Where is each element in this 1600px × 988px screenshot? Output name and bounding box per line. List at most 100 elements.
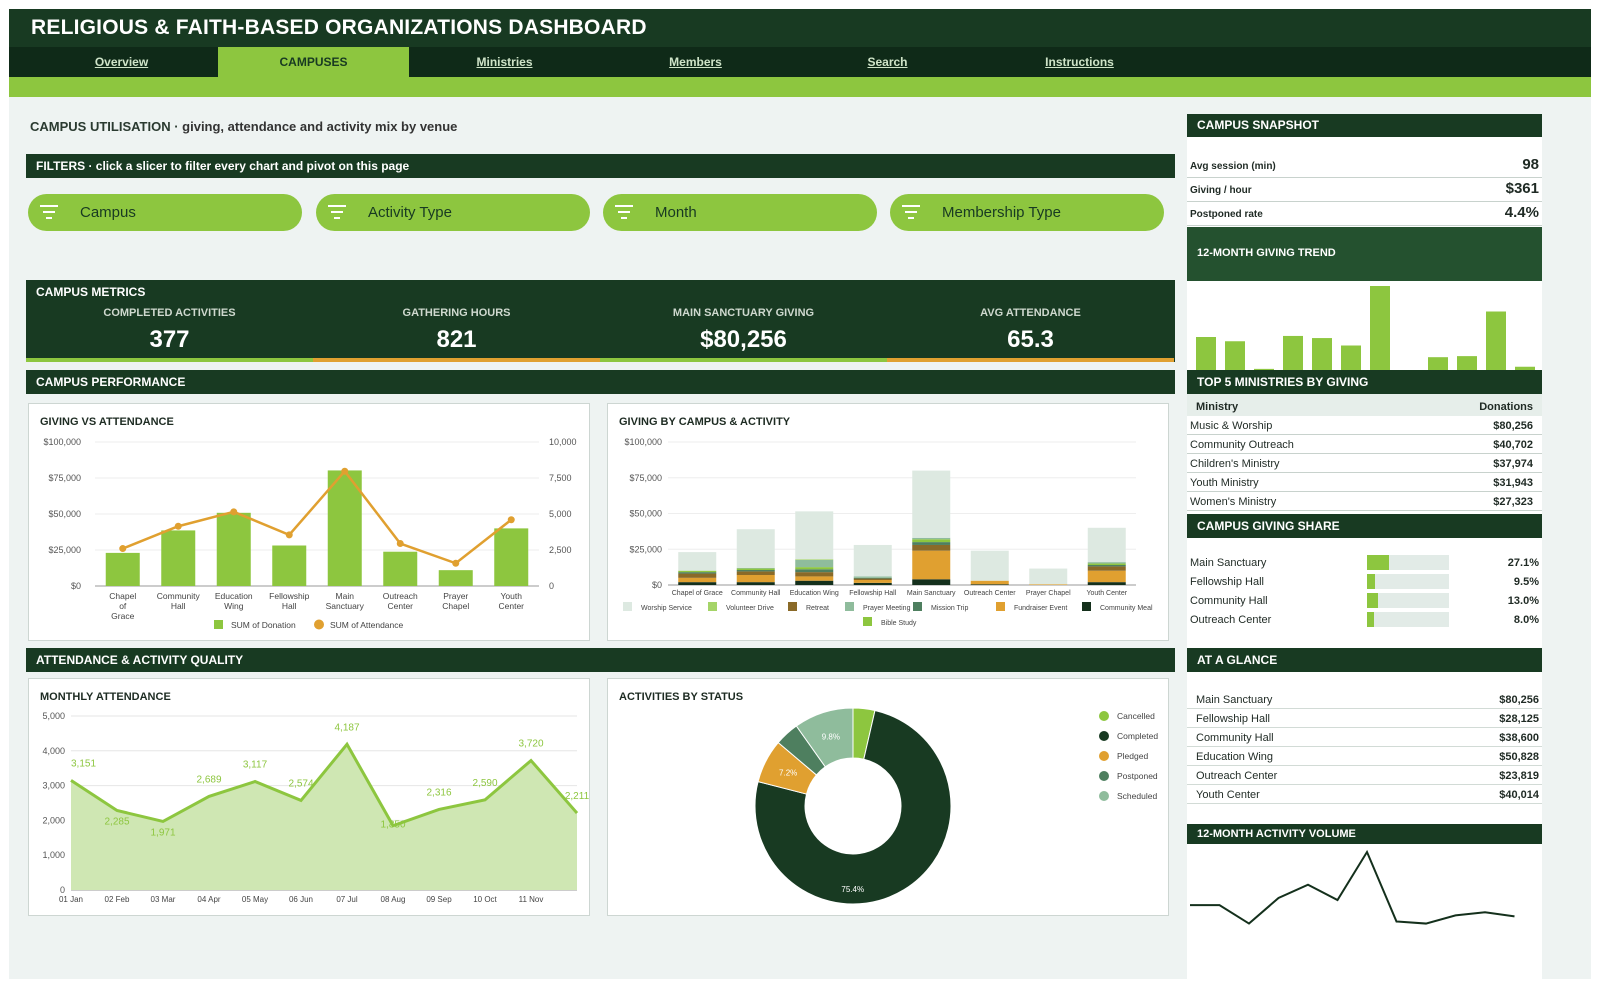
- snapshot-row-avg-session: Avg session (min) 98: [1187, 154, 1542, 178]
- kpi-underline: [887, 358, 1174, 362]
- data-label: 2,211: [565, 791, 589, 802]
- giving-trend-title: 12-MONTH GIVING TREND: [1187, 227, 1542, 281]
- stack-segment: [736, 582, 775, 585]
- x-tick-label: Prayer Chapel: [442, 591, 469, 611]
- volume-line: [1190, 849, 1515, 925]
- legend-label: SUM of Attendance: [330, 620, 404, 630]
- tab-search[interactable]: Search: [867, 55, 908, 69]
- giving-by-campus-svg: $0 $25,000 $50,000 $75,000 $100,000 Chapel of…: [623, 437, 1153, 627]
- kpi-avg-attendance: AVG ATTENDANCE 65.3: [887, 280, 1174, 362]
- legend-label: SUM of Donation: [231, 620, 296, 630]
- chart-title: ACTIVITIES BY STATUS: [619, 691, 744, 703]
- glance-campus: Main Sanctuary: [1196, 694, 1273, 706]
- legend-label: Community Meal: [1100, 605, 1153, 612]
- section-campus-performance: CAMPUS PERFORMANCE: [26, 370, 1175, 394]
- stack-segment: [795, 572, 834, 577]
- stack-segment: [795, 580, 834, 585]
- x-tick-label: Community Hall: [157, 591, 201, 611]
- kpi-value: $80,256: [700, 326, 787, 353]
- filters-hint: click a slicer to filter every chart and…: [95, 159, 410, 173]
- tab-ministries[interactable]: Ministries: [476, 55, 533, 69]
- top5-donation: $40,702: [1493, 439, 1533, 451]
- x-tick-label: Education Wing: [215, 591, 253, 611]
- x-tick-label: Chapel of Grace: [672, 590, 723, 597]
- top5-row: Music & Worship $80,256: [1187, 416, 1542, 435]
- top5-ministry: Youth Ministry: [1190, 477, 1259, 489]
- top5-donation: $27,323: [1493, 496, 1533, 508]
- giving-share-title: CAMPUS GIVING SHARE: [1187, 514, 1542, 538]
- legend-swatch: [314, 619, 324, 630]
- attendance-point: [341, 467, 349, 475]
- share-row: Fellowship Hall 9.5%: [1187, 573, 1542, 592]
- slicer-month[interactable]: Month: [603, 194, 877, 231]
- kpi-underline: [600, 358, 887, 362]
- top5-row: Youth Ministry $31,943: [1187, 473, 1542, 492]
- slicer-activity-type[interactable]: Activity Type: [316, 194, 590, 231]
- slicer-campus[interactable]: Campus: [28, 194, 302, 231]
- glance-row: Youth Center $40,014: [1187, 785, 1542, 804]
- top5-donation: $80,256: [1493, 420, 1533, 432]
- data-label: 3,720: [518, 739, 543, 750]
- legend-swatch: [863, 617, 872, 626]
- slicer-label: Campus: [80, 204, 136, 221]
- share-bar-fill: [1367, 555, 1390, 570]
- stack-segment: [1087, 582, 1126, 585]
- stack-segment: [853, 579, 892, 583]
- stack-segment: [1087, 527, 1126, 563]
- y-tick-label: 3,000: [42, 781, 65, 791]
- activity-volume-sparkline: [1190, 849, 1515, 925]
- tab-campuses[interactable]: CAMPUSES: [218, 47, 409, 81]
- stack-segment: [970, 580, 1009, 585]
- glance-campus: Community Hall: [1196, 732, 1274, 744]
- y2-tick-label: 5,000: [549, 509, 572, 519]
- attendance-point: [507, 516, 515, 524]
- bar: [105, 552, 140, 586]
- stack-segment: [912, 579, 951, 585]
- tab-overview[interactable]: Overview: [94, 55, 149, 69]
- y-tick-label: $50,000: [629, 509, 662, 519]
- trend-bar: [1196, 337, 1216, 371]
- legend-label: Cancelled: [1117, 711, 1155, 721]
- stack-segment: [795, 567, 834, 570]
- x-tick-label: 11 Nov: [519, 895, 544, 904]
- x-tick-label: 09 Sep: [426, 895, 452, 904]
- slicer-membership-type[interactable]: Membership Type: [890, 194, 1164, 231]
- share-percent: 8.0%: [1513, 614, 1539, 626]
- legend-label: Scheduled: [1117, 791, 1157, 801]
- legend-label: Fundraiser Event: [1014, 605, 1067, 612]
- tab-members[interactable]: Members: [669, 55, 722, 69]
- share-campus: Outreach Center: [1190, 614, 1272, 626]
- x-tick-label: 05 May: [242, 895, 268, 904]
- glance-campus: Outreach Center: [1196, 770, 1278, 782]
- stack-segment: [912, 550, 951, 580]
- stack-segment: [912, 539, 951, 543]
- y-tick-label: $0: [652, 580, 662, 590]
- bar: [438, 570, 473, 586]
- dashboard: RELIGIOUS & FAITH-BASED ORGANIZATIONS DA…: [9, 9, 1591, 979]
- filter-icon: [328, 205, 346, 219]
- slicer-label: Month: [655, 204, 697, 221]
- filter-icon: [40, 205, 58, 219]
- kpi-value: 65.3: [1007, 326, 1054, 353]
- glance-value: $80,256: [1499, 694, 1539, 706]
- x-tick-label: 02 Feb: [105, 895, 130, 904]
- stack-segment: [1087, 564, 1126, 567]
- giving-vs-attendance-svg: $0 0 $25,000 2,500 $50,000 5,000 $75,000 7,500 $…: [43, 437, 576, 630]
- chart-title: GIVING VS ATTENDANCE: [40, 416, 174, 428]
- page-heading: CAMPUS UTILISATION · giving, attendance …: [30, 119, 458, 134]
- trend-bar: [1428, 357, 1448, 371]
- trend-bar: [1312, 338, 1332, 371]
- tab-instructions[interactable]: Instructions: [1045, 55, 1114, 69]
- x-tick-label: 04 Apr: [197, 895, 220, 904]
- legend-label: Postponed: [1117, 771, 1158, 781]
- stack-segment: [912, 544, 951, 551]
- share-bar-track: [1367, 612, 1449, 627]
- x-tick-label: Outreach Center: [383, 591, 418, 611]
- glance-value: $38,600: [1499, 732, 1539, 744]
- stack-segment: [912, 470, 951, 538]
- y2-tick-label: 2,500: [549, 545, 572, 555]
- legend-swatch: [623, 602, 632, 611]
- legend-swatch: [1099, 751, 1109, 761]
- donut-slice: [795, 707, 854, 768]
- x-tick-label: Education Wing: [790, 590, 839, 597]
